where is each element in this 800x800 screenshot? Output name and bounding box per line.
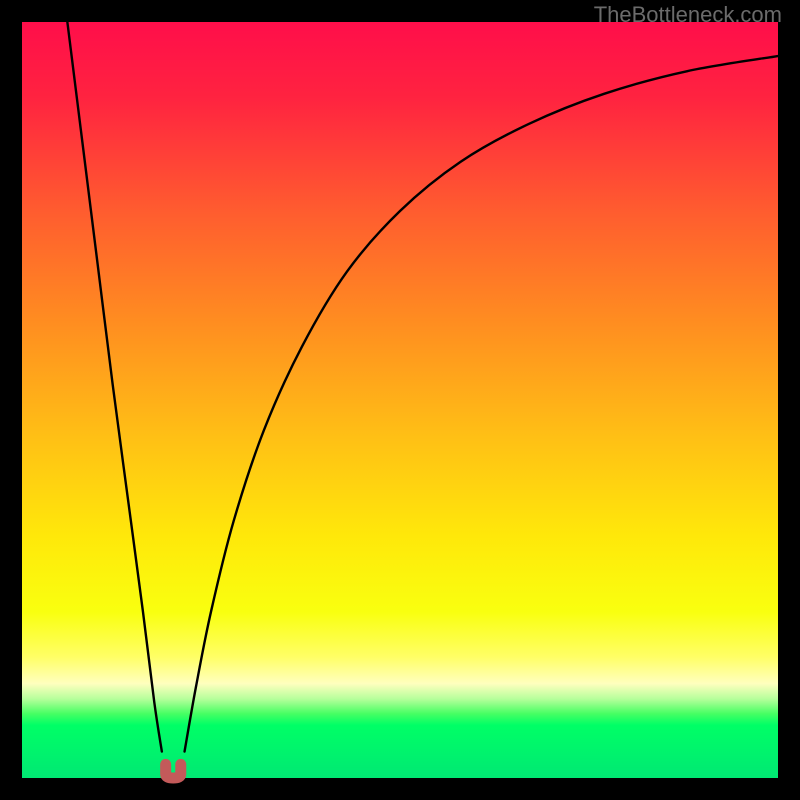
watermark-text: TheBottleneck.com xyxy=(594,2,782,28)
chart-container: TheBottleneck.com xyxy=(0,0,800,800)
gradient-backdrop xyxy=(22,22,778,778)
bottleneck-plot xyxy=(0,0,800,800)
